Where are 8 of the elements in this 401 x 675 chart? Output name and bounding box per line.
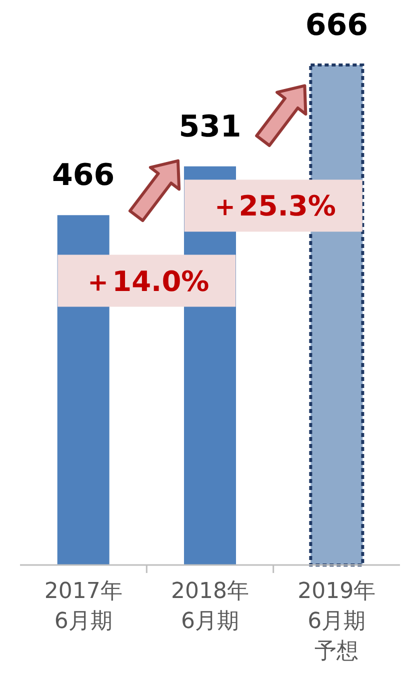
x-tick-label: 2017年6月期	[44, 579, 122, 634]
annotation: ＋14.0%	[84, 264, 210, 298]
data-label: 466	[52, 158, 115, 194]
data-label: 531	[178, 109, 242, 144]
x-tick-label: 2018年6月期	[171, 579, 249, 634]
data-label: 666	[305, 8, 368, 43]
annotation: ＋25.3%	[210, 190, 336, 223]
x-tick-label: 2019年6月期予想	[298, 579, 376, 664]
